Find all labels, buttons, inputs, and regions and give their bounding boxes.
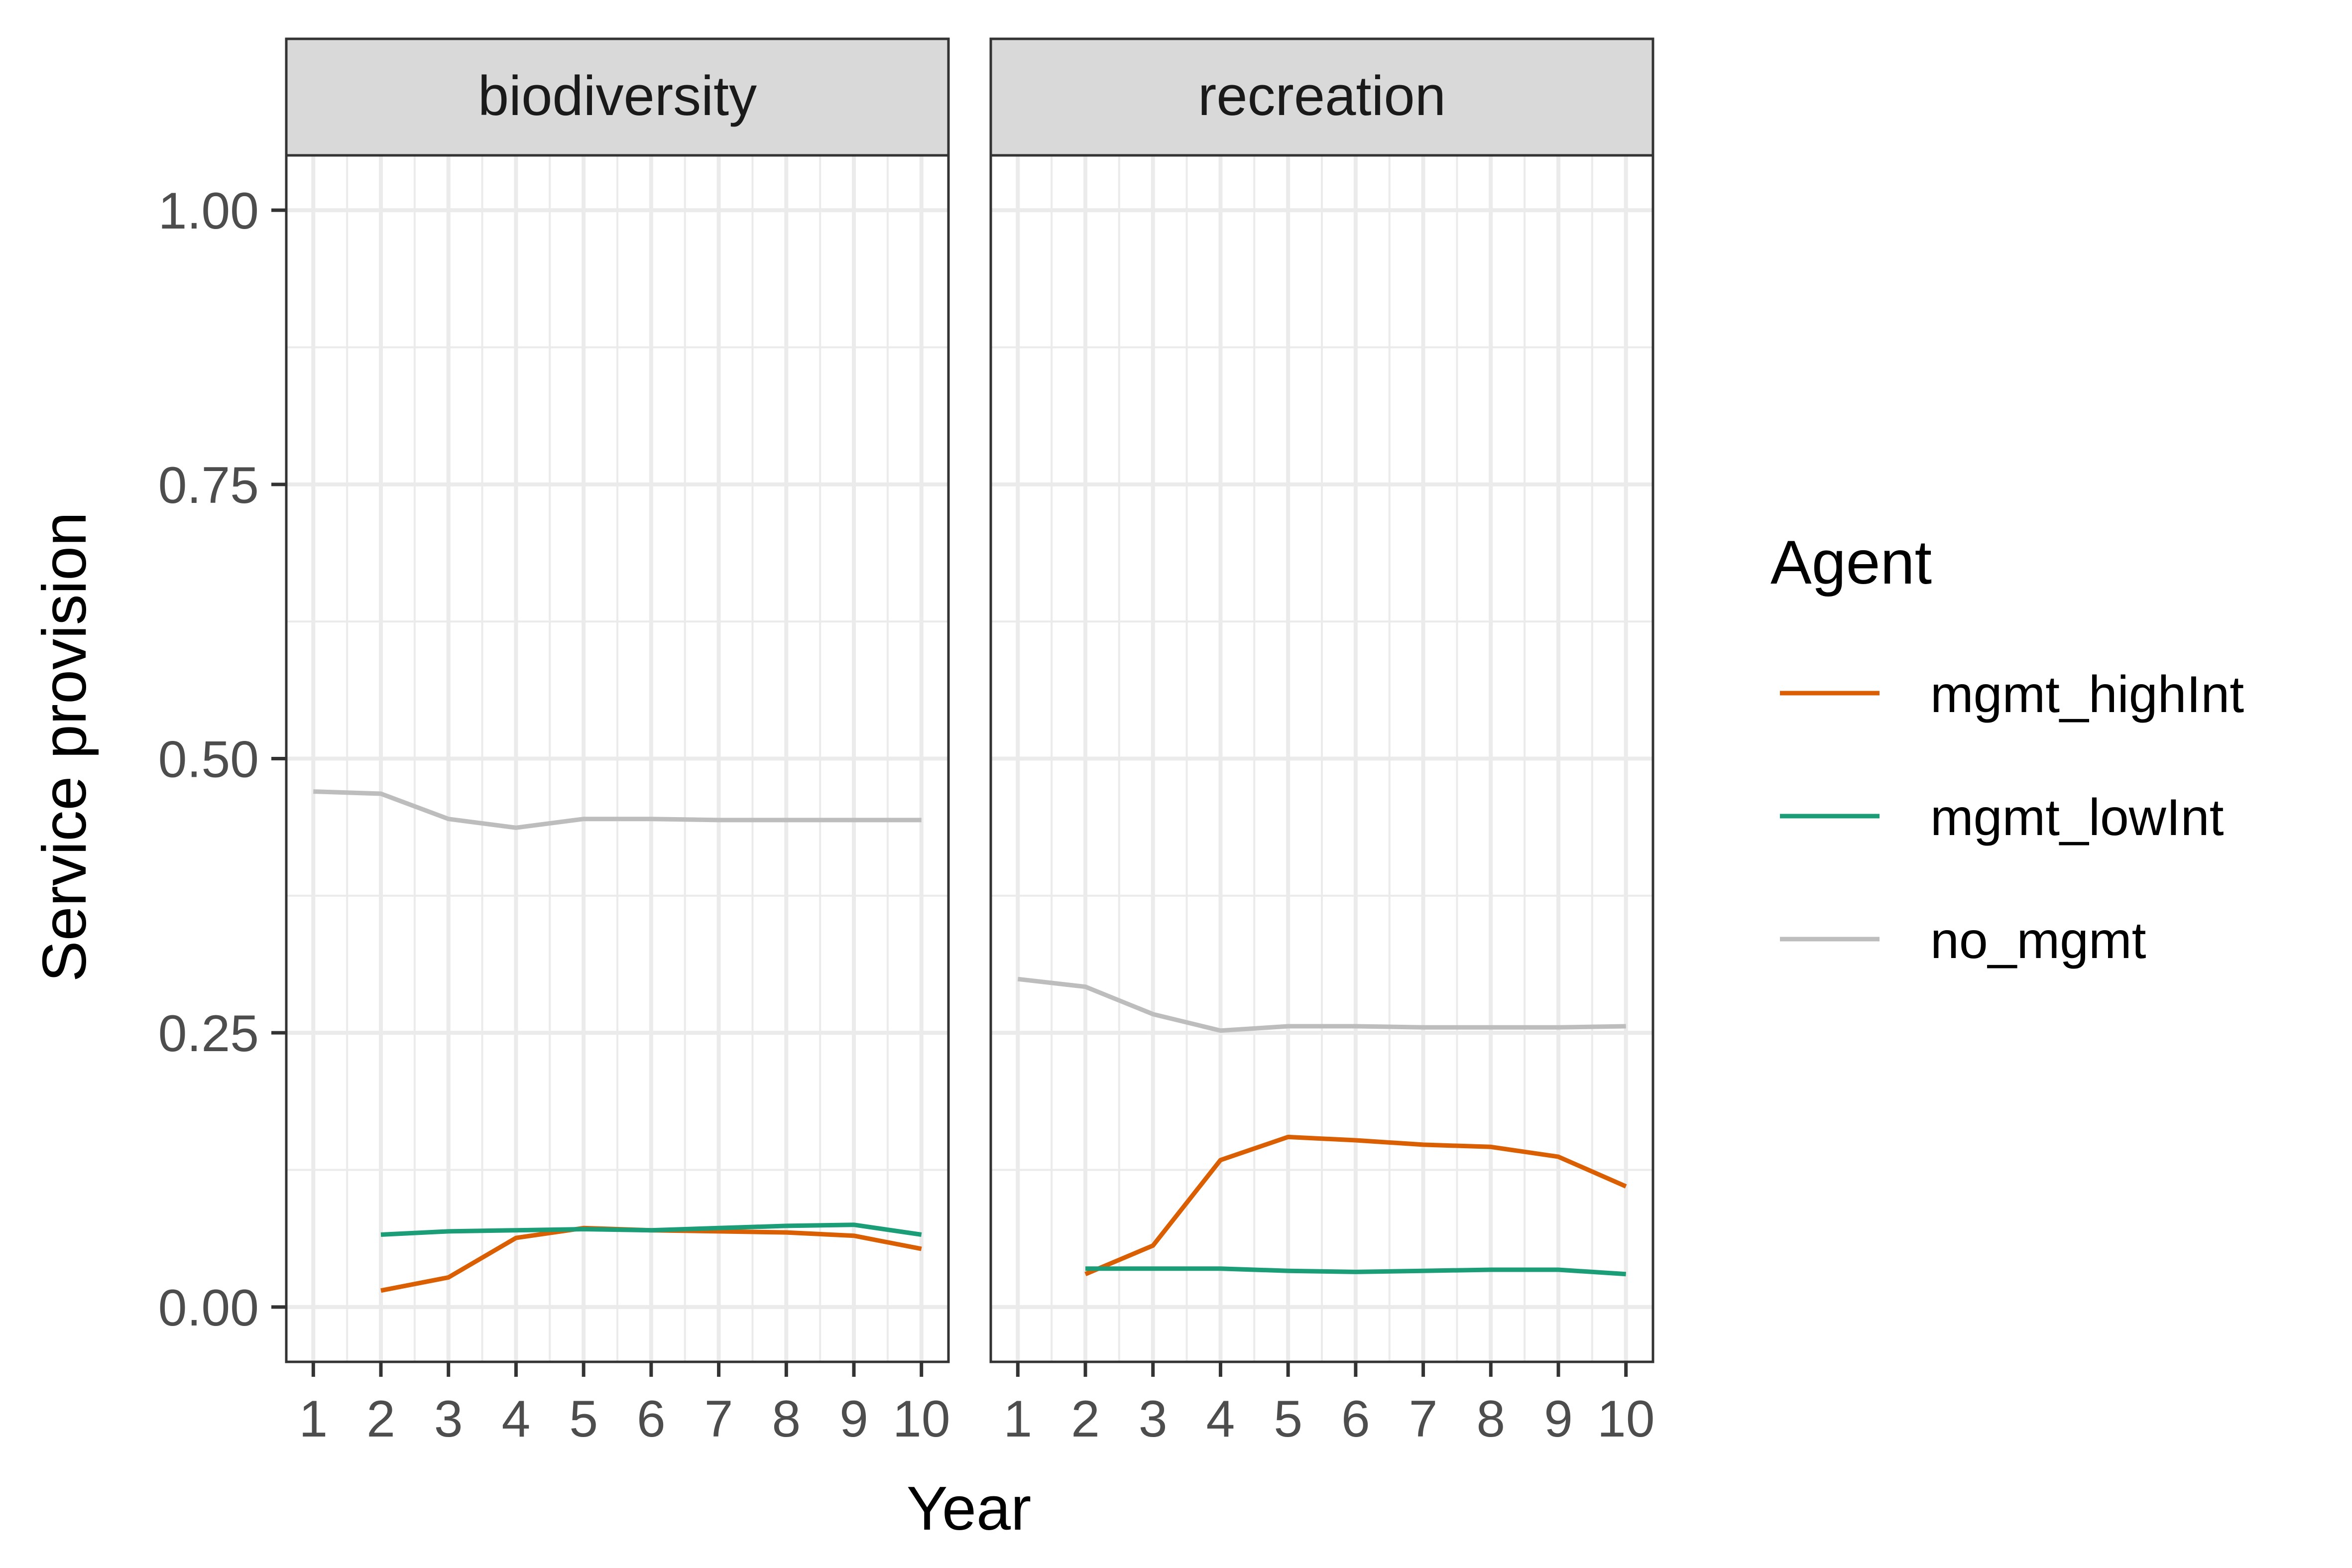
series-line-no_mgmt xyxy=(1017,976,1626,1033)
legend-entry-mgmt_highInt: mgmt_highInt xyxy=(1780,666,2244,724)
x-tick-label: 6 xyxy=(1341,1390,1370,1448)
x-tick-label: 4 xyxy=(502,1390,531,1448)
x-tick-label: 1 xyxy=(1003,1390,1032,1448)
y-tick-label: 0.50 xyxy=(158,731,259,789)
x-tick-label: 10 xyxy=(1597,1390,1655,1448)
legend-title: Agent xyxy=(1770,528,1932,597)
x-tick-label: 7 xyxy=(705,1390,733,1448)
facet-panel-biodiversity: biodiversity 1 2 3 4 5 6 7 8 9 10 0.00 0.25 0.50 0.75 1… xyxy=(158,37,950,1448)
series-lines xyxy=(1017,976,1627,1277)
legend-label: mgmt_lowInt xyxy=(1930,789,2224,846)
x-tick-label: 3 xyxy=(1139,1390,1168,1448)
y-axis-title: Service provision xyxy=(30,512,99,982)
facet-strip xyxy=(285,37,950,157)
facet-strip-label: biodiversity xyxy=(478,65,757,127)
legend-entries: mgmt_highInt mgmt_lowInt no_mgmt xyxy=(1780,666,2244,969)
series-line-no_mgmt xyxy=(313,789,922,830)
facet-strip xyxy=(989,37,1654,157)
y-tick-label: 0.75 xyxy=(158,457,259,514)
y-tick-label: 1.00 xyxy=(158,182,259,240)
legend: Agent mgmt_highInt mgmt_lowInt no_mgmt xyxy=(1770,528,2244,969)
y-tick-label: 0.25 xyxy=(158,1005,259,1063)
x-tick-label: 4 xyxy=(1206,1390,1235,1448)
facet-strip-label: recreation xyxy=(1198,65,1446,127)
panel-border xyxy=(989,154,1654,1363)
x-tick-label: 6 xyxy=(637,1390,666,1448)
gridlines xyxy=(991,155,1653,1362)
x-tick-label: 8 xyxy=(1476,1390,1505,1448)
y-axis: 0.00 0.25 0.50 0.75 1.00 xyxy=(158,182,286,1337)
y-tick-label: 0.00 xyxy=(158,1279,259,1337)
series-lines xyxy=(313,789,922,1293)
x-tick-label: 5 xyxy=(569,1390,598,1448)
x-tick-label: 5 xyxy=(1274,1390,1302,1448)
x-tick-label: 9 xyxy=(839,1390,868,1448)
x-tick-label: 7 xyxy=(1409,1390,1438,1448)
series-line-mgmt_lowInt xyxy=(1085,1266,1626,1277)
x-tick-label: 9 xyxy=(1544,1390,1573,1448)
legend-label: mgmt_highInt xyxy=(1930,666,2244,724)
x-tick-label: 1 xyxy=(299,1390,328,1448)
x-axis: 1 2 3 4 5 6 7 8 9 10 xyxy=(1003,1362,1655,1448)
series-line-mgmt_lowInt xyxy=(380,1222,922,1237)
x-axis-title: Year xyxy=(907,1474,1032,1543)
x-tick-label: 2 xyxy=(1071,1390,1100,1448)
gridlines xyxy=(286,155,948,1362)
legend-entry-mgmt_lowInt: mgmt_lowInt xyxy=(1780,789,2224,846)
x-tick-label: 2 xyxy=(366,1390,395,1448)
x-tick-label: 3 xyxy=(434,1390,463,1448)
legend-entry-no_mgmt: no_mgmt xyxy=(1780,912,2146,969)
series-line-mgmt_highInt xyxy=(1084,1134,1627,1276)
x-tick-label: 10 xyxy=(893,1390,950,1448)
x-tick-label: 8 xyxy=(772,1390,801,1448)
facet-panel-recreation: recreation 1 2 3 4 5 6 7 8 9 10 xyxy=(989,37,1655,1448)
legend-label: no_mgmt xyxy=(1930,912,2146,969)
x-axis: 1 2 3 4 5 6 7 8 9 10 xyxy=(299,1362,950,1448)
